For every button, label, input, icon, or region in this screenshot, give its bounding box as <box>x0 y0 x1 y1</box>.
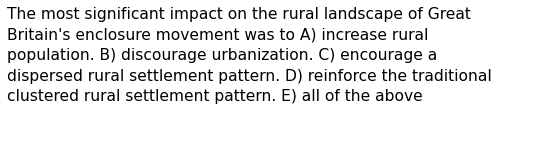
Text: The most significant impact on the rural landscape of Great
Britain's enclosure : The most significant impact on the rural… <box>7 7 492 104</box>
